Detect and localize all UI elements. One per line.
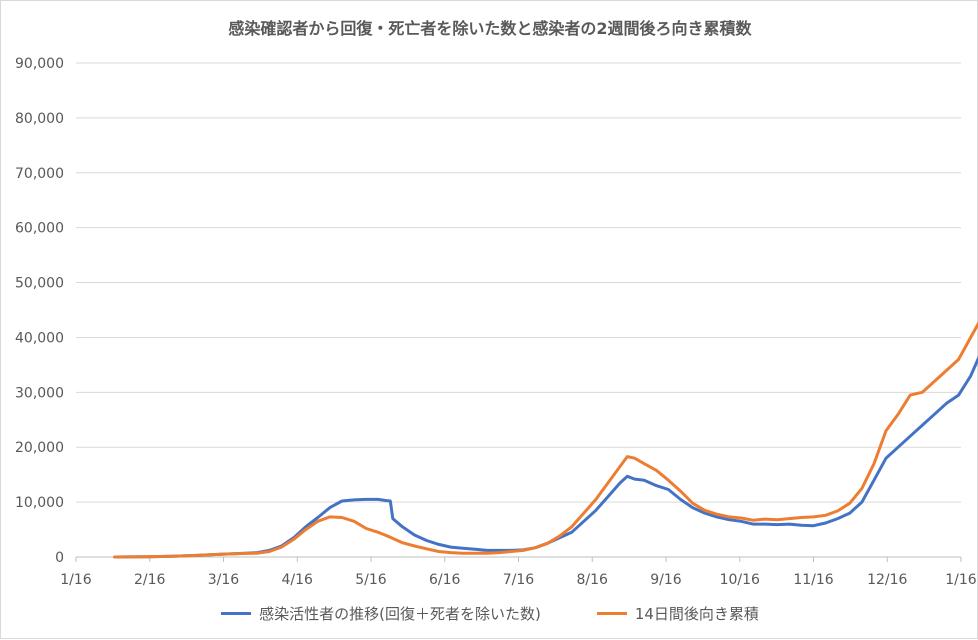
y-tick-label: 70,000	[15, 166, 64, 182]
y-tick-label: 40,000	[15, 330, 64, 346]
y-tick-label: 0	[55, 550, 64, 566]
x-tick-label: 11/16	[793, 572, 833, 588]
legend-item-active-infected: 感染活性者の推移(回復＋死者を除いた数)	[221, 601, 541, 625]
legend-label-active-infected: 感染活性者の推移(回復＋死者を除いた数)	[259, 604, 541, 623]
y-tick-label: 90,000	[15, 56, 64, 72]
x-tick-label: 4/16	[282, 572, 314, 588]
series-line-14day-cumulative	[113, 321, 978, 559]
x-tick-label: 5/16	[355, 572, 387, 588]
y-tick-label: 10,000	[15, 495, 64, 511]
chart-title: 感染確認者から回復・死亡者を除いた数と感染者の2週間後ろ向き累積数	[228, 19, 752, 38]
x-tick-label: 2/16	[134, 572, 166, 588]
y-tick-label: 60,000	[15, 221, 64, 237]
legend-swatch-orange	[596, 611, 627, 615]
y-tick-label: 30,000	[15, 385, 64, 401]
x-tick-label: 12/16	[867, 572, 907, 588]
x-tick-label: 10/16	[720, 572, 760, 588]
legend-swatch-blue	[221, 611, 252, 615]
x-tick-label: 8/16	[577, 572, 609, 588]
x-tick-label: 3/16	[208, 572, 240, 588]
legend-label-14day-cumulative: 14日間後向き累積	[634, 604, 759, 623]
x-tick-label: 1/16	[945, 572, 977, 588]
y-tick-label: 20,000	[15, 440, 64, 456]
legend: 感染活性者の推移(回復＋死者を除いた数) 14日間後向き累積	[1, 601, 978, 625]
legend-item-14day-cumulative: 14日間後向き累積	[596, 601, 759, 625]
y-tick-label: 50,000	[15, 276, 64, 292]
x-tick-label: 1/16	[60, 572, 92, 588]
x-tick-label: 9/16	[650, 572, 682, 588]
y-tick-label: 80,000	[15, 111, 64, 127]
series-line-active-infected	[113, 355, 978, 559]
x-tick-label: 7/16	[503, 572, 535, 588]
x-tick-label: 6/16	[429, 572, 461, 588]
